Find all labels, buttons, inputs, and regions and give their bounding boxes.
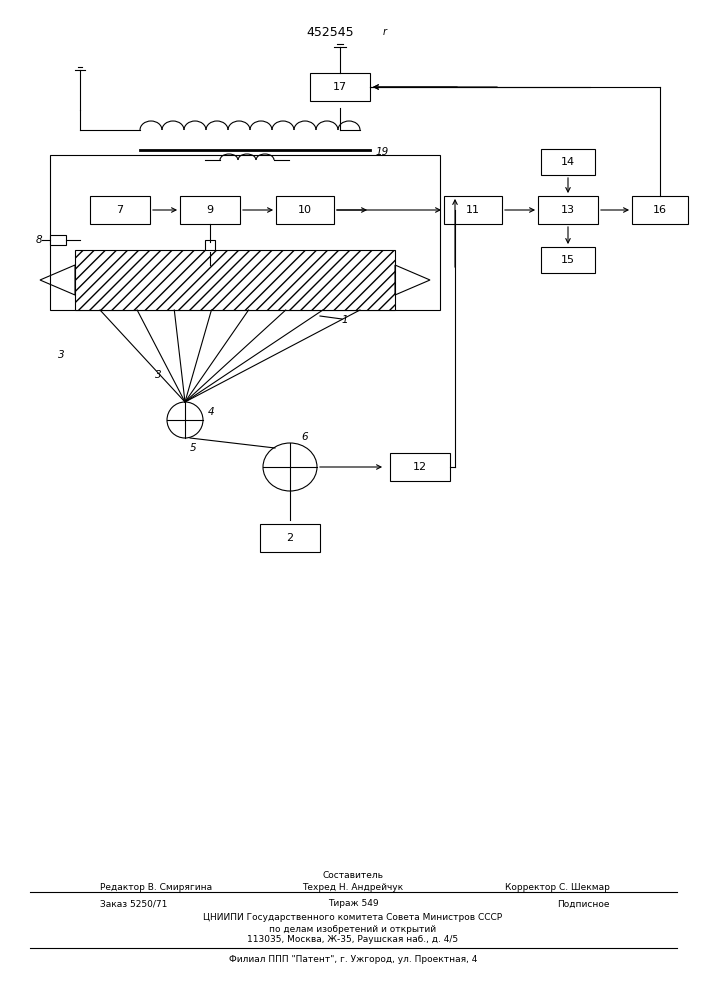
Text: Корректор С. Шекмар: Корректор С. Шекмар	[505, 884, 610, 892]
Bar	[180, 196, 240, 224]
Text: Техред Н. Андрейчук: Техред Н. Андрейчук	[303, 884, 404, 892]
Bar	[538, 196, 598, 224]
Bar	[50, 155, 440, 310]
Text: 3: 3	[155, 370, 162, 380]
Text: 10: 10	[298, 205, 312, 215]
Bar	[444, 196, 502, 224]
Text: Филиал ППП "Патент", г. Ужгород, ул. Проектная, 4: Филиал ППП "Патент", г. Ужгород, ул. Про…	[229, 956, 477, 964]
Text: 5: 5	[190, 443, 197, 453]
Text: 12: 12	[413, 462, 427, 472]
Bar	[276, 196, 334, 224]
Bar	[260, 524, 320, 552]
Text: 7: 7	[117, 205, 124, 215]
Text: по делам изобретений и открытий: по делам изобретений и открытий	[269, 926, 436, 934]
Text: Заказ 5250/71: Заказ 5250/71	[100, 900, 168, 908]
Text: 113035, Москва, Ж-35, Раушская наб., д. 4/5: 113035, Москва, Ж-35, Раушская наб., д. …	[247, 936, 459, 944]
Text: 452545: 452545	[306, 25, 354, 38]
Text: 2: 2	[286, 533, 293, 543]
Text: 1: 1	[342, 315, 349, 325]
Bar	[90, 196, 150, 224]
Text: 3: 3	[59, 350, 65, 360]
Bar	[541, 247, 595, 273]
Bar	[541, 149, 595, 175]
Text: 17: 17	[333, 82, 347, 92]
Text: 16: 16	[653, 205, 667, 215]
Bar	[75, 250, 395, 310]
Text: Составитель: Составитель	[322, 870, 383, 880]
Bar	[205, 240, 215, 252]
Text: Тираж 549: Тираж 549	[327, 900, 378, 908]
Text: 11: 11	[466, 205, 480, 215]
Text: r: r	[383, 27, 387, 37]
Text: ЦНИИПИ Государственного комитета Совета Министров СССР: ЦНИИПИ Государственного комитета Совета …	[204, 914, 503, 922]
Text: 15: 15	[561, 255, 575, 265]
Bar	[310, 73, 370, 101]
Bar	[50, 235, 66, 245]
Text: 6: 6	[302, 432, 308, 442]
Text: 8: 8	[35, 235, 42, 245]
Text: 9: 9	[206, 205, 214, 215]
Text: 4: 4	[208, 407, 215, 417]
Text: 19: 19	[375, 147, 388, 157]
Text: Подписное: Подписное	[558, 900, 610, 908]
Text: 14: 14	[561, 157, 575, 167]
Bar	[390, 453, 450, 481]
Text: 13: 13	[561, 205, 575, 215]
Bar	[632, 196, 688, 224]
Text: Редактор В. Смирягина: Редактор В. Смирягина	[100, 884, 212, 892]
